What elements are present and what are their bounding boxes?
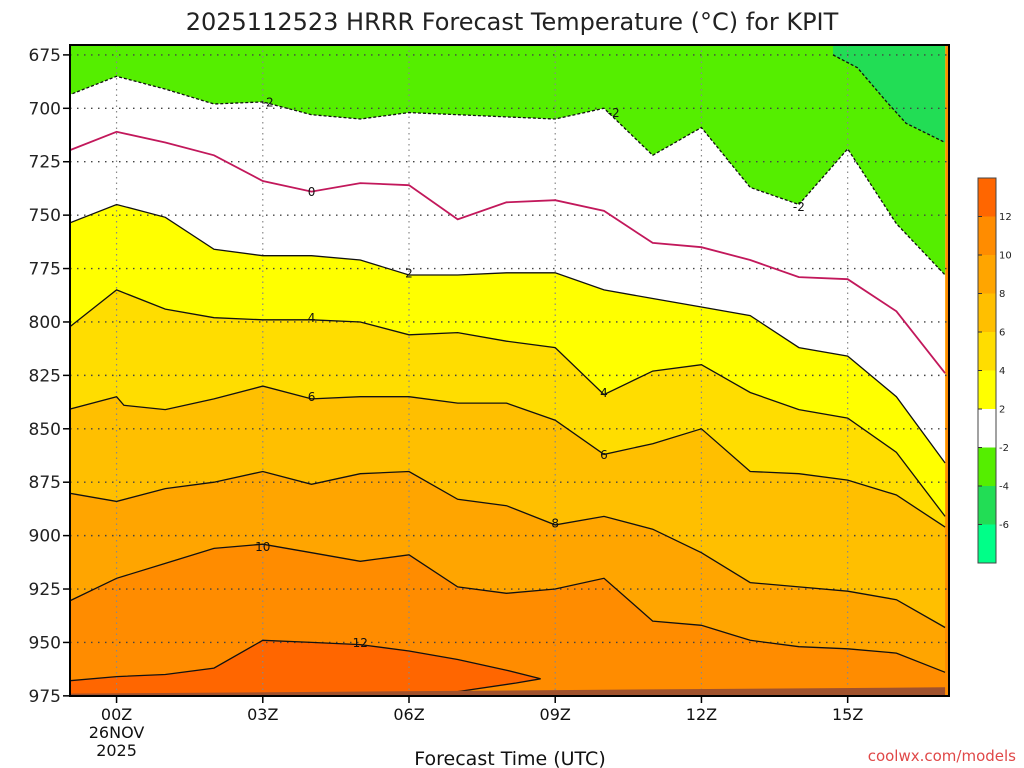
isotherm-label: -2	[793, 200, 805, 214]
isotherm-line	[70, 130, 946, 374]
isotherm-label: 8	[551, 516, 559, 530]
y-tick-label: 825	[29, 366, 61, 386]
isotherm-label: -2	[608, 106, 620, 120]
fill-band-neg4-neg2	[70, 45, 946, 275]
y-tick-label: 900	[29, 527, 61, 547]
x-tick-label: 12Z	[686, 705, 717, 724]
x-tick-label: 09Z	[540, 705, 571, 724]
colorbar-swatch	[978, 370, 996, 409]
y-tick-label: 675	[29, 46, 61, 66]
y-tick-label: 850	[29, 420, 61, 440]
y-tick-label: 700	[29, 99, 61, 119]
isotherm-line	[70, 203, 946, 464]
plot-area	[70, 45, 949, 696]
isotherm-line	[70, 470, 946, 629]
colorbar-label: -2	[999, 443, 1009, 454]
x-tick-label: 00Z	[101, 705, 132, 724]
colorbar-swatch	[978, 293, 996, 332]
isotherm-label: 6	[308, 390, 316, 404]
y-tick-label: 775	[29, 260, 61, 280]
x-tick-label: 2025	[96, 741, 137, 760]
colorbar-swatch	[978, 447, 996, 486]
chart-title: 2025112523 HRRR Forecast Temperature (°C…	[186, 8, 839, 36]
y-axis: 675 700 725 750 775 800 825 850 875 900 925 950 975	[29, 46, 70, 707]
isotherm-lines	[70, 54, 946, 696]
colorbar-swatch	[978, 524, 996, 563]
y-tick-label: 725	[29, 153, 61, 173]
colorbar-label: -4	[999, 482, 1009, 493]
isotherm-label: 12	[353, 636, 368, 650]
isotherm-line	[70, 385, 946, 528]
colorbar-label: 4	[999, 366, 1005, 377]
isotherm-label: -2	[262, 95, 274, 109]
isotherm-label: 0	[308, 185, 316, 199]
y-tick-label: 975	[29, 687, 61, 707]
y-tick-label: 875	[29, 473, 61, 493]
colorbar-label: 2	[999, 405, 1005, 416]
isotherm-line	[70, 289, 946, 517]
isotherm-label: 2	[405, 266, 413, 280]
colorbar-swatch	[978, 486, 996, 525]
colorbar-legend: 12 10 8 6 4 2 -2 -4 -6	[977, 177, 1012, 564]
colorbar-swatch	[978, 409, 996, 448]
isotherm-label: 6	[600, 448, 608, 462]
colorbar-label: 6	[999, 328, 1005, 339]
isotherm-labels: -2 -2 -2 0 2 4 4 6 6 8 10 12	[255, 95, 805, 650]
fill-band-12-14	[70, 640, 541, 696]
watermark: coolwx.com/models	[868, 747, 1016, 765]
colorbar-label: -6	[999, 520, 1009, 531]
x-axis-label: Forecast Time (UTC)	[414, 748, 605, 768]
ground-surface	[70, 687, 946, 696]
x-tick-label: 26NOV	[89, 723, 145, 742]
isotherm-line	[70, 543, 946, 673]
y-tick-label: 925	[29, 580, 61, 600]
plot-frame	[69, 44, 950, 697]
grid-lines	[70, 45, 949, 696]
colorbar-swatch	[978, 332, 996, 371]
y-tick-label: 800	[29, 313, 61, 333]
isotherm-line	[832, 54, 946, 144]
colorbar-swatch	[978, 178, 996, 217]
isotherm-label: 10	[255, 540, 270, 554]
fill-band-neg6-neg4	[833, 45, 946, 143]
colorbar-swatch	[978, 216, 996, 255]
colorbar-swatch	[978, 255, 996, 294]
x-tick-label: 15Z	[832, 705, 863, 724]
isotherm-label: 4	[308, 311, 316, 325]
colorbar-label: 10	[999, 251, 1012, 262]
ground-layer	[70, 687, 946, 696]
y-tick-label: 750	[29, 206, 61, 226]
x-tick-label: 06Z	[393, 705, 424, 724]
x-tick-label: 03Z	[247, 705, 278, 724]
y-tick-label: 950	[29, 633, 61, 653]
isotherm-label: 4	[600, 386, 608, 400]
colorbar-label: 12	[999, 212, 1012, 223]
colorbar-label: 8	[999, 289, 1005, 300]
